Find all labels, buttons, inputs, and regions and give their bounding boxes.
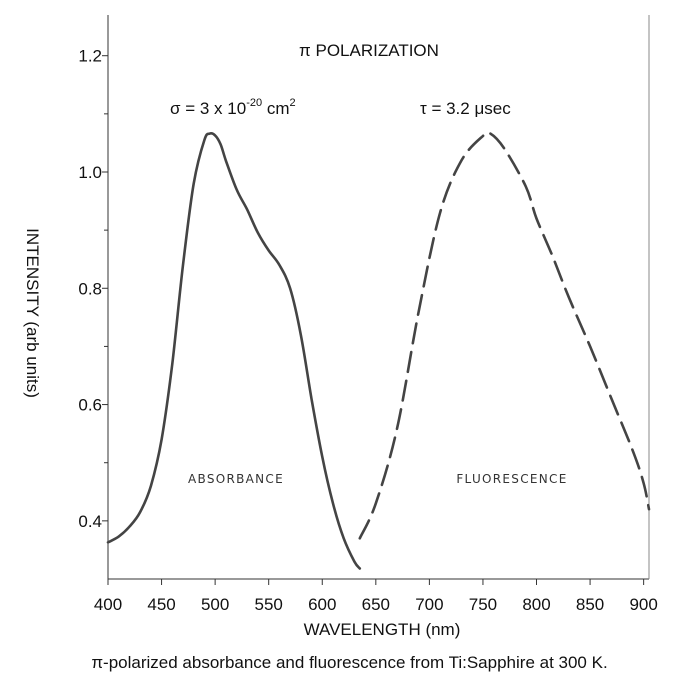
series-line-fluorescence [358,130,651,540]
x-tick-label: 850 [576,595,604,614]
x-tick-label: 500 [201,595,229,614]
x-axis-title: WAVELENGTH (nm) [304,620,461,639]
x-tick-label: 800 [522,595,550,614]
cross-section-text: σ = 3 x 10 [170,99,246,118]
y-axis-title: INTENSITY (arb units) [23,228,42,398]
x-tick-label: 450 [147,595,175,614]
x-tick-label: 600 [308,595,336,614]
x-tick-label: 700 [415,595,443,614]
series-layer [106,130,651,570]
cross-section-unit: cm [262,99,289,118]
x-tick-label: 550 [255,595,283,614]
text-layer: π POLARIZATION σ = 3 x 10-20 cm2 τ = 3.2… [23,41,567,639]
x-tick-label: 650 [362,595,390,614]
y-tick-label: 1.0 [78,163,102,182]
y-tick-label: 0.6 [78,396,102,415]
x-tick-label: 900 [629,595,657,614]
fluorescence-lifetime-annotation: τ = 3.2 μsec [420,99,511,118]
figure-caption: π-polarized absorbance and fluorescence … [91,653,608,672]
axes: 0.4 0.6 0.8 1.0 1.2 400 450 500 550 600 650 700 750 8… [78,15,658,614]
y-tick-label: 0.8 [78,279,102,298]
absorption-cross-section-annotation: σ = 3 x 10-20 cm2 [170,97,296,118]
chart-title: π POLARIZATION [299,41,439,60]
y-tick-label: 1.2 [78,47,102,66]
cross-section-unit-power: 2 [289,97,295,109]
y-tick-label: 0.4 [78,512,102,531]
x-tick-label: 750 [469,595,497,614]
series-line-absorbance [106,131,362,570]
cross-section-exponent: -20 [246,97,262,109]
x-tick-label: 400 [94,595,122,614]
series-label-fluorescence: FLUORESCENCE [456,472,567,486]
series-label-absorbance: ABSORBANCE [188,472,284,486]
